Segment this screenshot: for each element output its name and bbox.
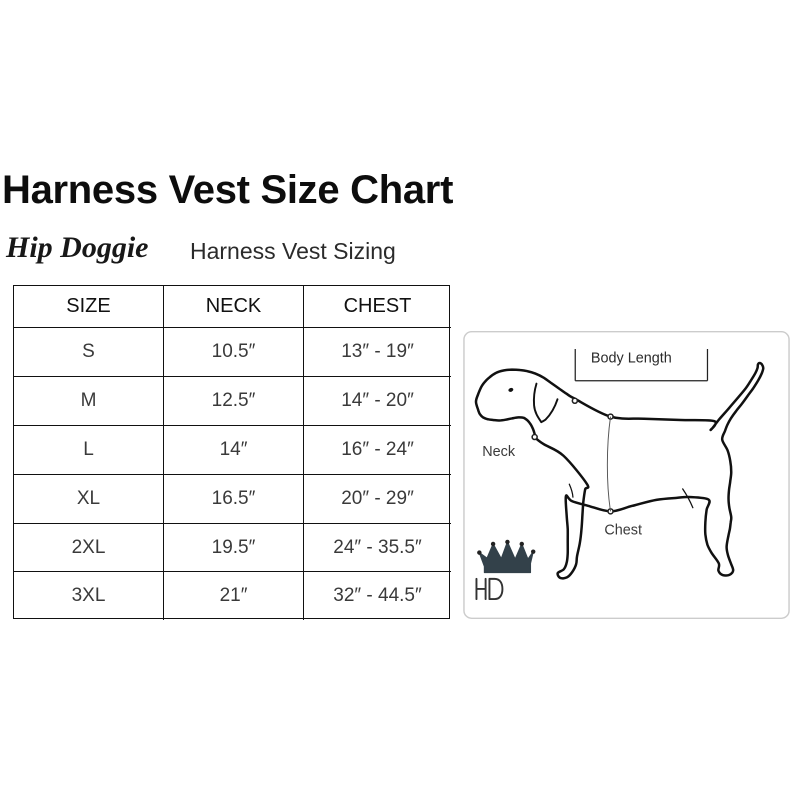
svg-text:Body Length: Body Length bbox=[591, 350, 672, 366]
svg-text:Chest: Chest bbox=[604, 523, 642, 539]
svg-text:Neck: Neck bbox=[482, 444, 516, 460]
